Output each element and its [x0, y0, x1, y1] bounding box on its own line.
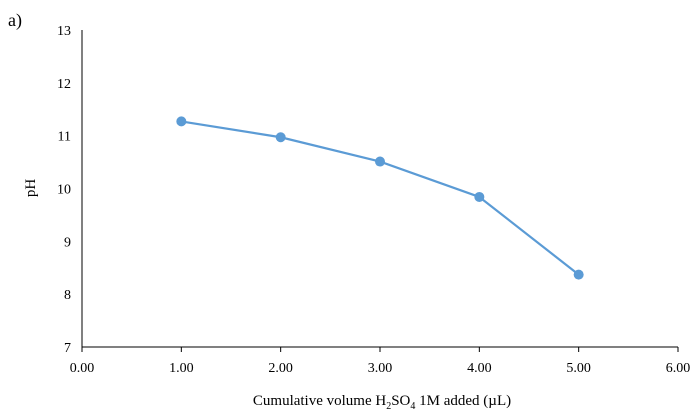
- x-tick-labels: 0.00 1.00 2.00 3.00 4.00 5.00 6.00: [70, 361, 691, 376]
- x-axis-title-mid: SO: [391, 393, 410, 409]
- x-tick-label: 5.00: [566, 361, 591, 376]
- series-line: [180, 120, 580, 276]
- data-point: [474, 191, 485, 202]
- x-axis-title-prefix: Cumulative volume H: [253, 393, 386, 409]
- data-point: [375, 156, 385, 167]
- y-tick-label: 12: [57, 77, 71, 92]
- x-tick-marks: [81, 347, 679, 352]
- panel-label: a): [8, 10, 22, 31]
- x-tick-label: 4.00: [467, 361, 492, 376]
- series-points: [176, 116, 584, 280]
- x-tick-label: 1.00: [169, 361, 194, 376]
- data-point: [176, 116, 187, 127]
- y-tick-label: 7: [64, 341, 71, 356]
- x-tick-label: 3.00: [368, 361, 393, 376]
- data-point: [275, 132, 286, 143]
- x-tick-label: 2.00: [268, 361, 293, 376]
- y-tick-label: 11: [58, 130, 71, 145]
- y-tick-label: 10: [57, 183, 71, 198]
- x-axis-title-sub2: 4: [410, 401, 415, 412]
- x-tick-label: 0.00: [70, 361, 95, 376]
- y-axis-title: pH: [23, 179, 39, 198]
- x-axis-title: Cumulative volume H2SO4 1M added (µL): [253, 393, 511, 412]
- x-axis-title-sub1: 2: [386, 401, 391, 412]
- x-tick-label: 6.00: [666, 361, 691, 376]
- data-point: [573, 269, 584, 280]
- y-tick-label: 9: [64, 235, 71, 250]
- y-tick-label: 8: [64, 288, 71, 303]
- x-axis-title-suffix: 1M added (µL): [415, 393, 511, 409]
- y-tick-labels: 7 8 9 10 11 12 13: [57, 24, 71, 356]
- y-tick-label: 13: [57, 24, 71, 39]
